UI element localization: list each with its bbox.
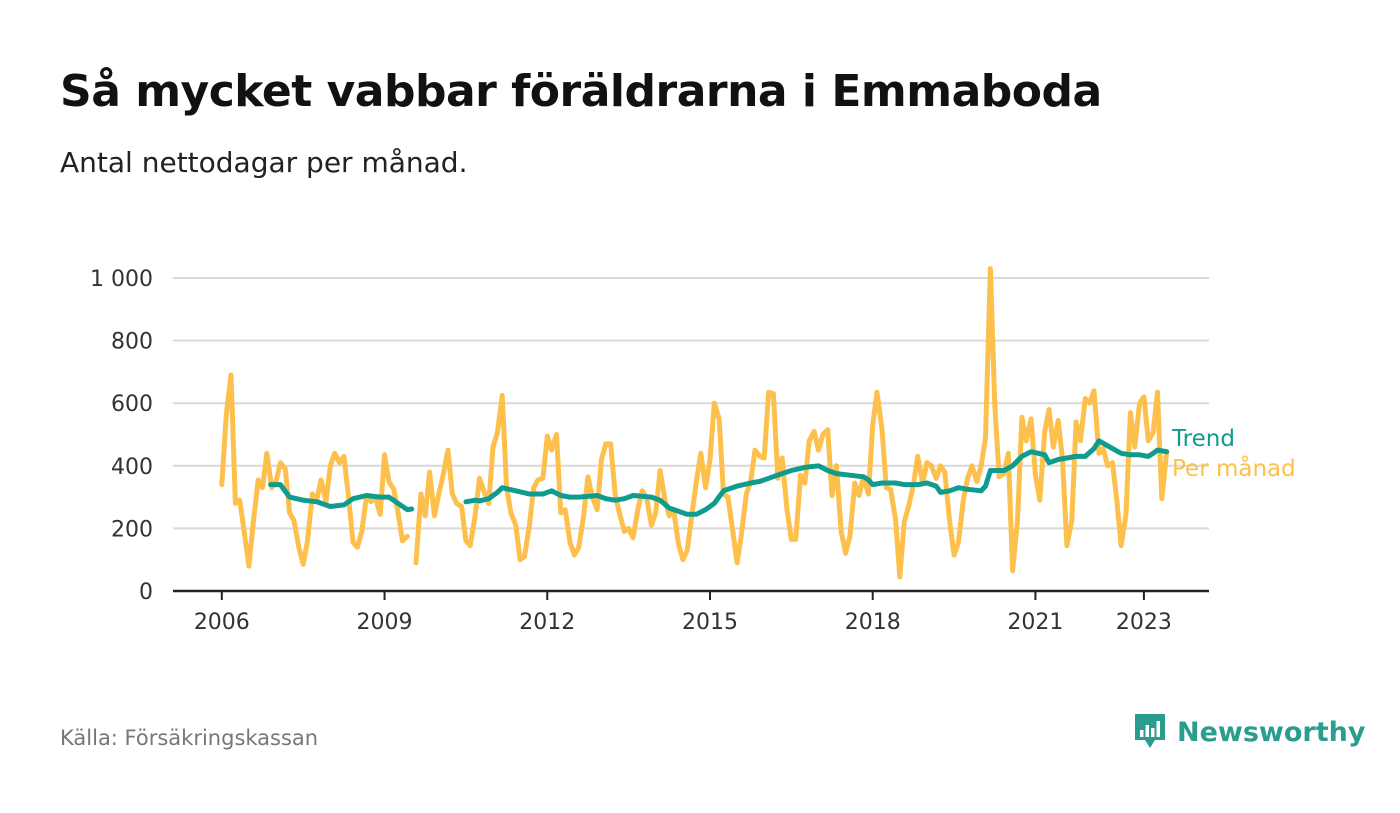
y-tick-label: 0	[139, 580, 153, 605]
y-tick-label: 600	[111, 392, 153, 417]
y-tick-label: 200	[111, 517, 153, 542]
monthly-line-segment-1	[413, 266, 1170, 580]
trend-line-segment-0	[268, 482, 415, 513]
x-tick-label: 2021	[1007, 610, 1063, 635]
x-tick-label: 2006	[194, 610, 250, 635]
series-lines	[219, 266, 1170, 580]
x-tick-label: 2023	[1116, 610, 1172, 635]
trend-line-segment-1	[463, 438, 1170, 517]
x-tick-label: 2012	[519, 610, 575, 635]
x-tick-label: 2009	[357, 610, 413, 635]
trend-series-label: Trend	[1171, 426, 1235, 452]
newsworthy-logo-icon	[1135, 714, 1165, 748]
x-axis-ticks: 2006 2009 2012 2015 2018 2021 2023	[194, 591, 1172, 635]
x-tick-label: 2015	[682, 610, 738, 635]
chart-subtitle: Antal nettodagar per månad.	[60, 146, 468, 179]
y-axis-ticks: 0 200 400 600 800 1 000	[90, 267, 153, 605]
monthly-series-label: Per månad	[1172, 454, 1296, 482]
chart-title: Så mycket vabbar föräldrarna i Emmaboda	[60, 66, 1102, 117]
monthly-line-segment-0	[219, 372, 410, 569]
y-tick-label: 400	[111, 455, 153, 480]
brand-logo[interactable]: Newsworthy	[1133, 712, 1365, 752]
y-tick-label: 1 000	[90, 267, 153, 292]
source-note: Källa: Försäkringskassan	[60, 726, 319, 750]
x-tick-label: 2018	[845, 610, 901, 635]
y-tick-label: 800	[111, 330, 153, 355]
brand-name: Newsworthy	[1177, 716, 1366, 748]
